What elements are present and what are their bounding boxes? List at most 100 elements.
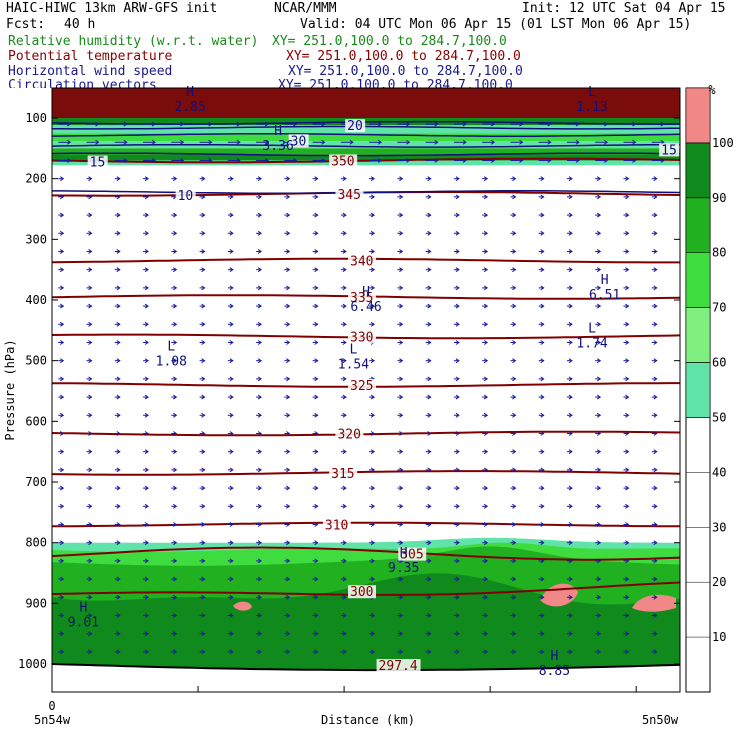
wind-vector-head — [342, 449, 347, 455]
theta-label-345: 345 — [337, 188, 360, 203]
wind-vector-head — [229, 358, 234, 364]
wind-vector-head — [540, 285, 545, 291]
wind-vector-head — [653, 212, 658, 218]
wind-vector-head — [286, 449, 291, 455]
wind-vector-head — [201, 576, 206, 582]
wind-vector-head — [144, 267, 149, 273]
wind-vector-head — [173, 412, 178, 418]
wind-vector-head — [257, 540, 263, 546]
wind-vector-head — [286, 340, 291, 345]
extremum-kind: H — [550, 649, 558, 664]
wind-vector-head — [144, 285, 149, 291]
plot-frame — [51, 87, 681, 693]
wind-vector-head — [568, 285, 573, 291]
wind-vector-head — [144, 412, 149, 418]
wind-vector-head — [88, 631, 93, 637]
wind-vector-head — [568, 376, 573, 382]
wind-vector-head — [653, 230, 658, 236]
wind-vector-head — [314, 321, 319, 327]
wind-label-3: 20 — [347, 119, 363, 134]
wind-vector-head — [257, 194, 263, 200]
rh-saturated-blob-2 — [233, 601, 252, 611]
wind-vector-head — [173, 249, 178, 254]
wind-vector-head — [455, 594, 460, 600]
colorbar-tick-label: 40 — [712, 465, 726, 479]
wind-vector-head — [625, 267, 630, 273]
wind-vector-head — [314, 649, 319, 655]
wind-vector-head — [547, 121, 552, 127]
wind-vector-head — [257, 249, 263, 254]
wind-vector-head — [370, 303, 376, 309]
wind-vector-head — [116, 358, 121, 364]
wind-vector-head — [370, 649, 376, 655]
wind-vector-head — [314, 358, 319, 364]
wind-vector-head — [173, 594, 178, 600]
wind-vector-head — [653, 576, 658, 582]
wind-vector-head — [483, 230, 489, 236]
wind-vector-head — [434, 121, 439, 127]
wind-vector-head — [208, 158, 213, 163]
wind-vector-head — [229, 285, 234, 291]
wind-vector-head — [229, 467, 234, 473]
colorbar-swatch-80 — [685, 197, 711, 253]
wind-vector-head — [596, 540, 602, 546]
wind-vector-head — [540, 576, 545, 582]
wind-vector-head — [483, 613, 489, 618]
wind-vector-head — [540, 340, 545, 345]
wind-vector-head — [60, 194, 65, 200]
wind-vector-head — [540, 358, 545, 364]
theta-label-300: 300 — [350, 585, 373, 600]
wind-vector-head — [540, 467, 545, 473]
wind-vector-head — [568, 576, 573, 582]
theta-label-340: 340 — [350, 255, 373, 270]
wind-vector-head — [427, 576, 432, 582]
wind-vector-head — [483, 576, 489, 582]
wind-vector-head — [540, 631, 545, 637]
wind-vector-head — [568, 522, 573, 527]
wind-vector-head — [116, 558, 121, 564]
wind-vector-head — [653, 631, 658, 637]
wind-vector-head — [512, 467, 517, 473]
theta-label-330-bg — [348, 330, 376, 344]
wind-vector-head — [427, 321, 432, 327]
wind-vector-head — [116, 249, 121, 254]
wind-vector-head — [625, 467, 630, 473]
wind-vector-head — [88, 376, 93, 382]
wind-vector-head — [512, 212, 517, 218]
wind-vector-head — [512, 176, 517, 182]
wind-label-4-bg — [288, 134, 309, 148]
wind-vector-head — [625, 285, 630, 291]
wind-vector-head — [116, 449, 121, 455]
wind-vector-head — [596, 631, 602, 637]
wind-vector-head — [286, 212, 291, 218]
wind-vector-head — [370, 522, 376, 527]
wind-vector-head — [455, 321, 460, 327]
wind-vector-head — [370, 394, 376, 400]
wind-vector-head — [173, 522, 178, 527]
wind-vector-head — [625, 649, 630, 655]
wind-vector-head — [512, 522, 517, 527]
wind-vector-head — [229, 176, 234, 182]
wind-vector-head — [596, 376, 602, 382]
wind-vector-head — [540, 558, 545, 564]
wind-vector-head — [201, 431, 206, 436]
wind-vector-head — [547, 158, 552, 163]
wind-vector-head — [342, 649, 347, 655]
theta-extra-label: 297.4 — [379, 659, 418, 674]
wind-vector-head — [540, 212, 545, 218]
wind-vector-head — [540, 230, 545, 236]
wind-vector-head — [427, 503, 432, 509]
wind-vector-head — [144, 230, 149, 236]
wind-vector-head — [568, 394, 573, 400]
wind-vector-head — [427, 649, 432, 655]
wind-vector-head — [342, 485, 347, 491]
wind-vector-head — [540, 649, 545, 655]
wind-vector-head — [512, 485, 517, 491]
wind-vector-head — [286, 503, 291, 509]
wind-vector-head — [314, 558, 319, 564]
wind-vector-head — [519, 121, 524, 127]
wind-vector-head — [257, 285, 263, 291]
wind-vectors — [58, 121, 665, 655]
wind-vector-head — [596, 321, 602, 327]
